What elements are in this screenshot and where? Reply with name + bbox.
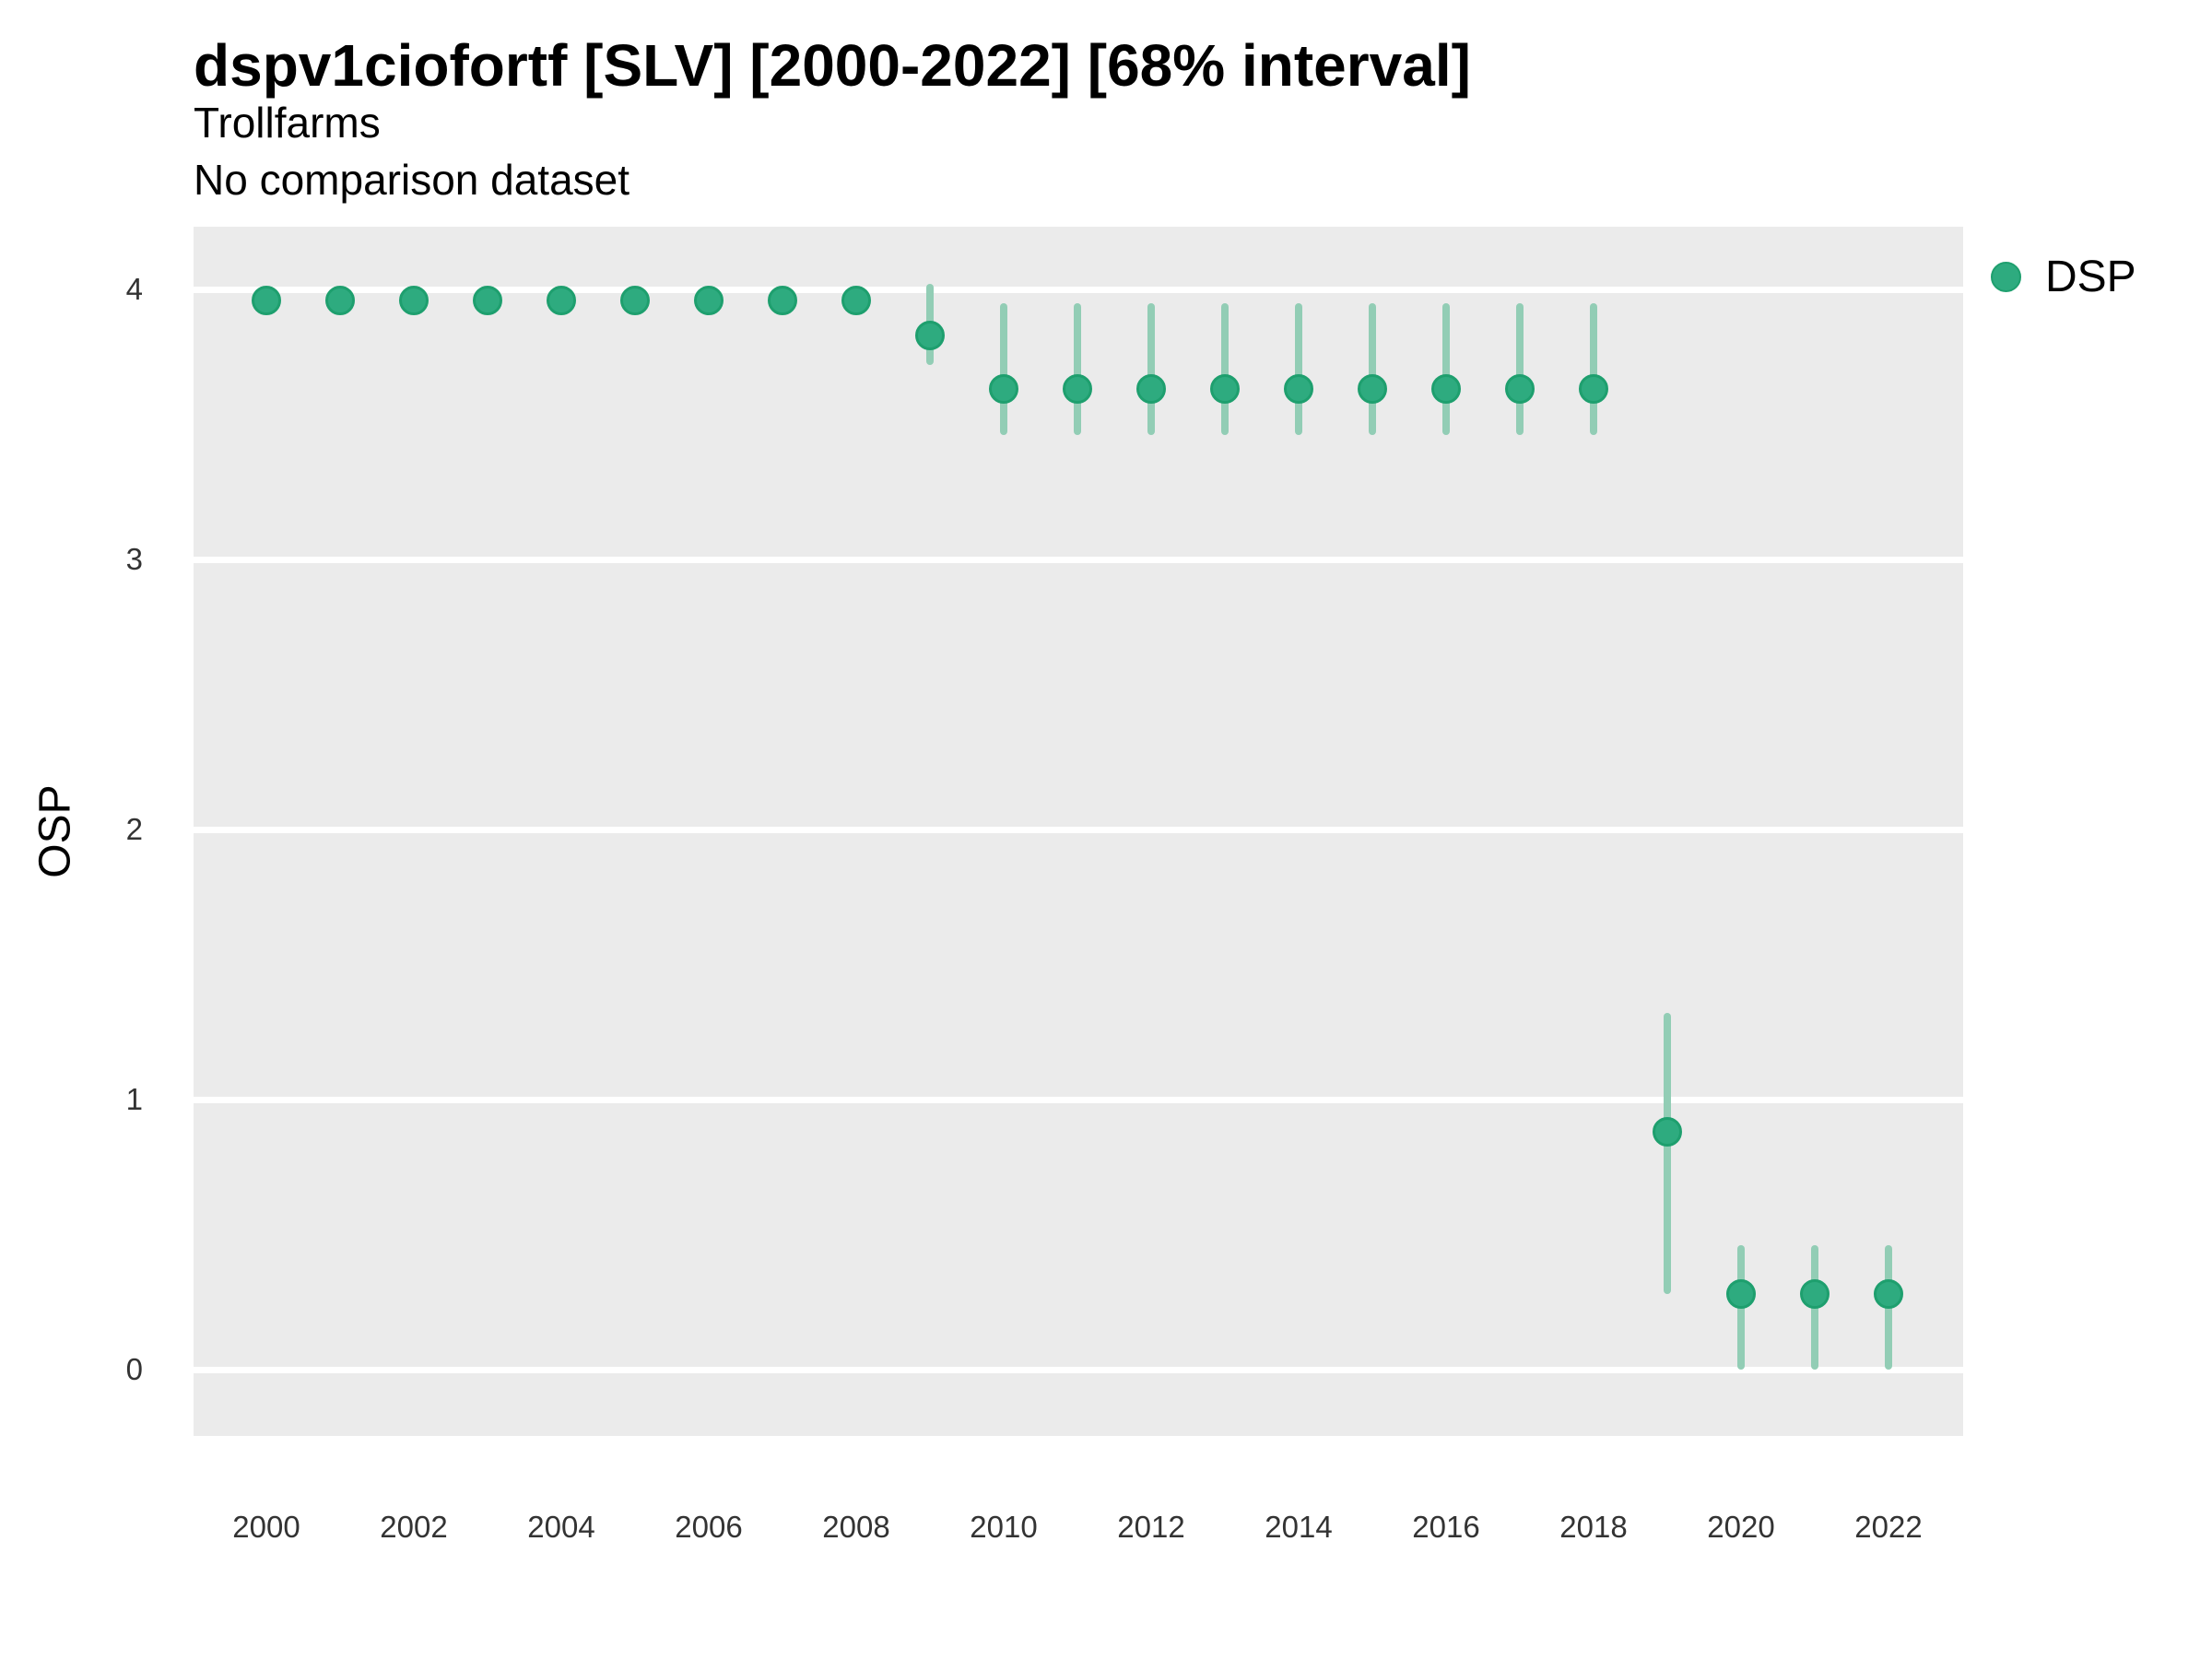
x-tick-label-2014: 2014 [1265, 1510, 1333, 1544]
data-point-2017 [1505, 374, 1535, 405]
interval-bar-2013 [1221, 302, 1229, 436]
data-point-2008 [841, 285, 871, 315]
gridline-y-1 [194, 1096, 1963, 1103]
data-point-2005 [620, 285, 650, 315]
interval-bar-2018 [1590, 302, 1597, 436]
x-tick-label-2006: 2006 [675, 1510, 743, 1544]
x-tick-label-2010: 2010 [970, 1510, 1038, 1544]
x-tick-label-2002: 2002 [380, 1510, 448, 1544]
data-point-2004 [547, 285, 576, 315]
y-tick-label-2: 2 [125, 812, 143, 846]
data-point-2007 [768, 285, 797, 315]
data-point-2020 [1726, 1278, 1756, 1309]
gridline-y-4 [194, 286, 1963, 293]
y-tick-label-0: 0 [125, 1352, 143, 1386]
y-tick-label-4: 4 [125, 272, 143, 306]
x-tick-label-2008: 2008 [822, 1510, 890, 1544]
data-point-2018 [1579, 374, 1608, 405]
legend-label: DSP [2045, 252, 2136, 301]
data-point-2003 [473, 285, 502, 315]
data-point-2006 [694, 285, 724, 315]
gridline-y-0 [194, 1366, 1963, 1373]
data-point-2013 [1210, 374, 1240, 405]
interval-bar-2016 [1442, 302, 1450, 436]
gridline-y-2 [194, 826, 1963, 833]
data-point-2000 [252, 285, 281, 315]
x-tick-label-2022: 2022 [1854, 1510, 1923, 1544]
legend: DSP [1991, 253, 2136, 301]
interval-bar-2011 [1074, 302, 1081, 436]
data-point-2011 [1063, 374, 1092, 405]
data-point-2015 [1358, 374, 1387, 405]
data-point-2002 [399, 285, 429, 315]
x-tick-label-2018: 2018 [1559, 1510, 1628, 1544]
interval-bar-2017 [1516, 302, 1524, 436]
chart-subtitle: Trollfarms [194, 99, 381, 147]
y-tick-label-3: 3 [125, 542, 143, 576]
data-point-2012 [1136, 374, 1166, 405]
x-tick-label-2016: 2016 [1412, 1510, 1480, 1544]
data-point-2009 [915, 320, 945, 350]
data-point-2010 [989, 374, 1018, 405]
y-tick-label-1: 1 [125, 1082, 143, 1116]
data-point-2021 [1800, 1278, 1830, 1309]
plot-panel [194, 227, 1963, 1436]
x-tick-label-2020: 2020 [1707, 1510, 1775, 1544]
comparison-note: No comparison dataset [194, 156, 630, 204]
data-point-2022 [1874, 1278, 1903, 1309]
interval-bar-2019 [1664, 1013, 1671, 1294]
x-tick-label-2012: 2012 [1117, 1510, 1185, 1544]
data-point-2014 [1284, 374, 1313, 405]
interval-bar-2015 [1369, 302, 1376, 436]
data-point-2019 [1653, 1117, 1682, 1147]
interval-bar-2014 [1295, 302, 1302, 436]
interval-bar-2010 [1000, 302, 1007, 436]
data-point-2001 [325, 285, 355, 315]
legend-point-icon [1991, 261, 2021, 292]
interval-bar-2012 [1147, 302, 1155, 436]
x-tick-label-2004: 2004 [527, 1510, 595, 1544]
chart-title: dspv1ciofortf [SLV] [2000-2022] [68% int… [194, 32, 1471, 99]
x-tick-label-2000: 2000 [232, 1510, 300, 1544]
gridline-y-3 [194, 556, 1963, 563]
data-point-2016 [1431, 374, 1461, 405]
